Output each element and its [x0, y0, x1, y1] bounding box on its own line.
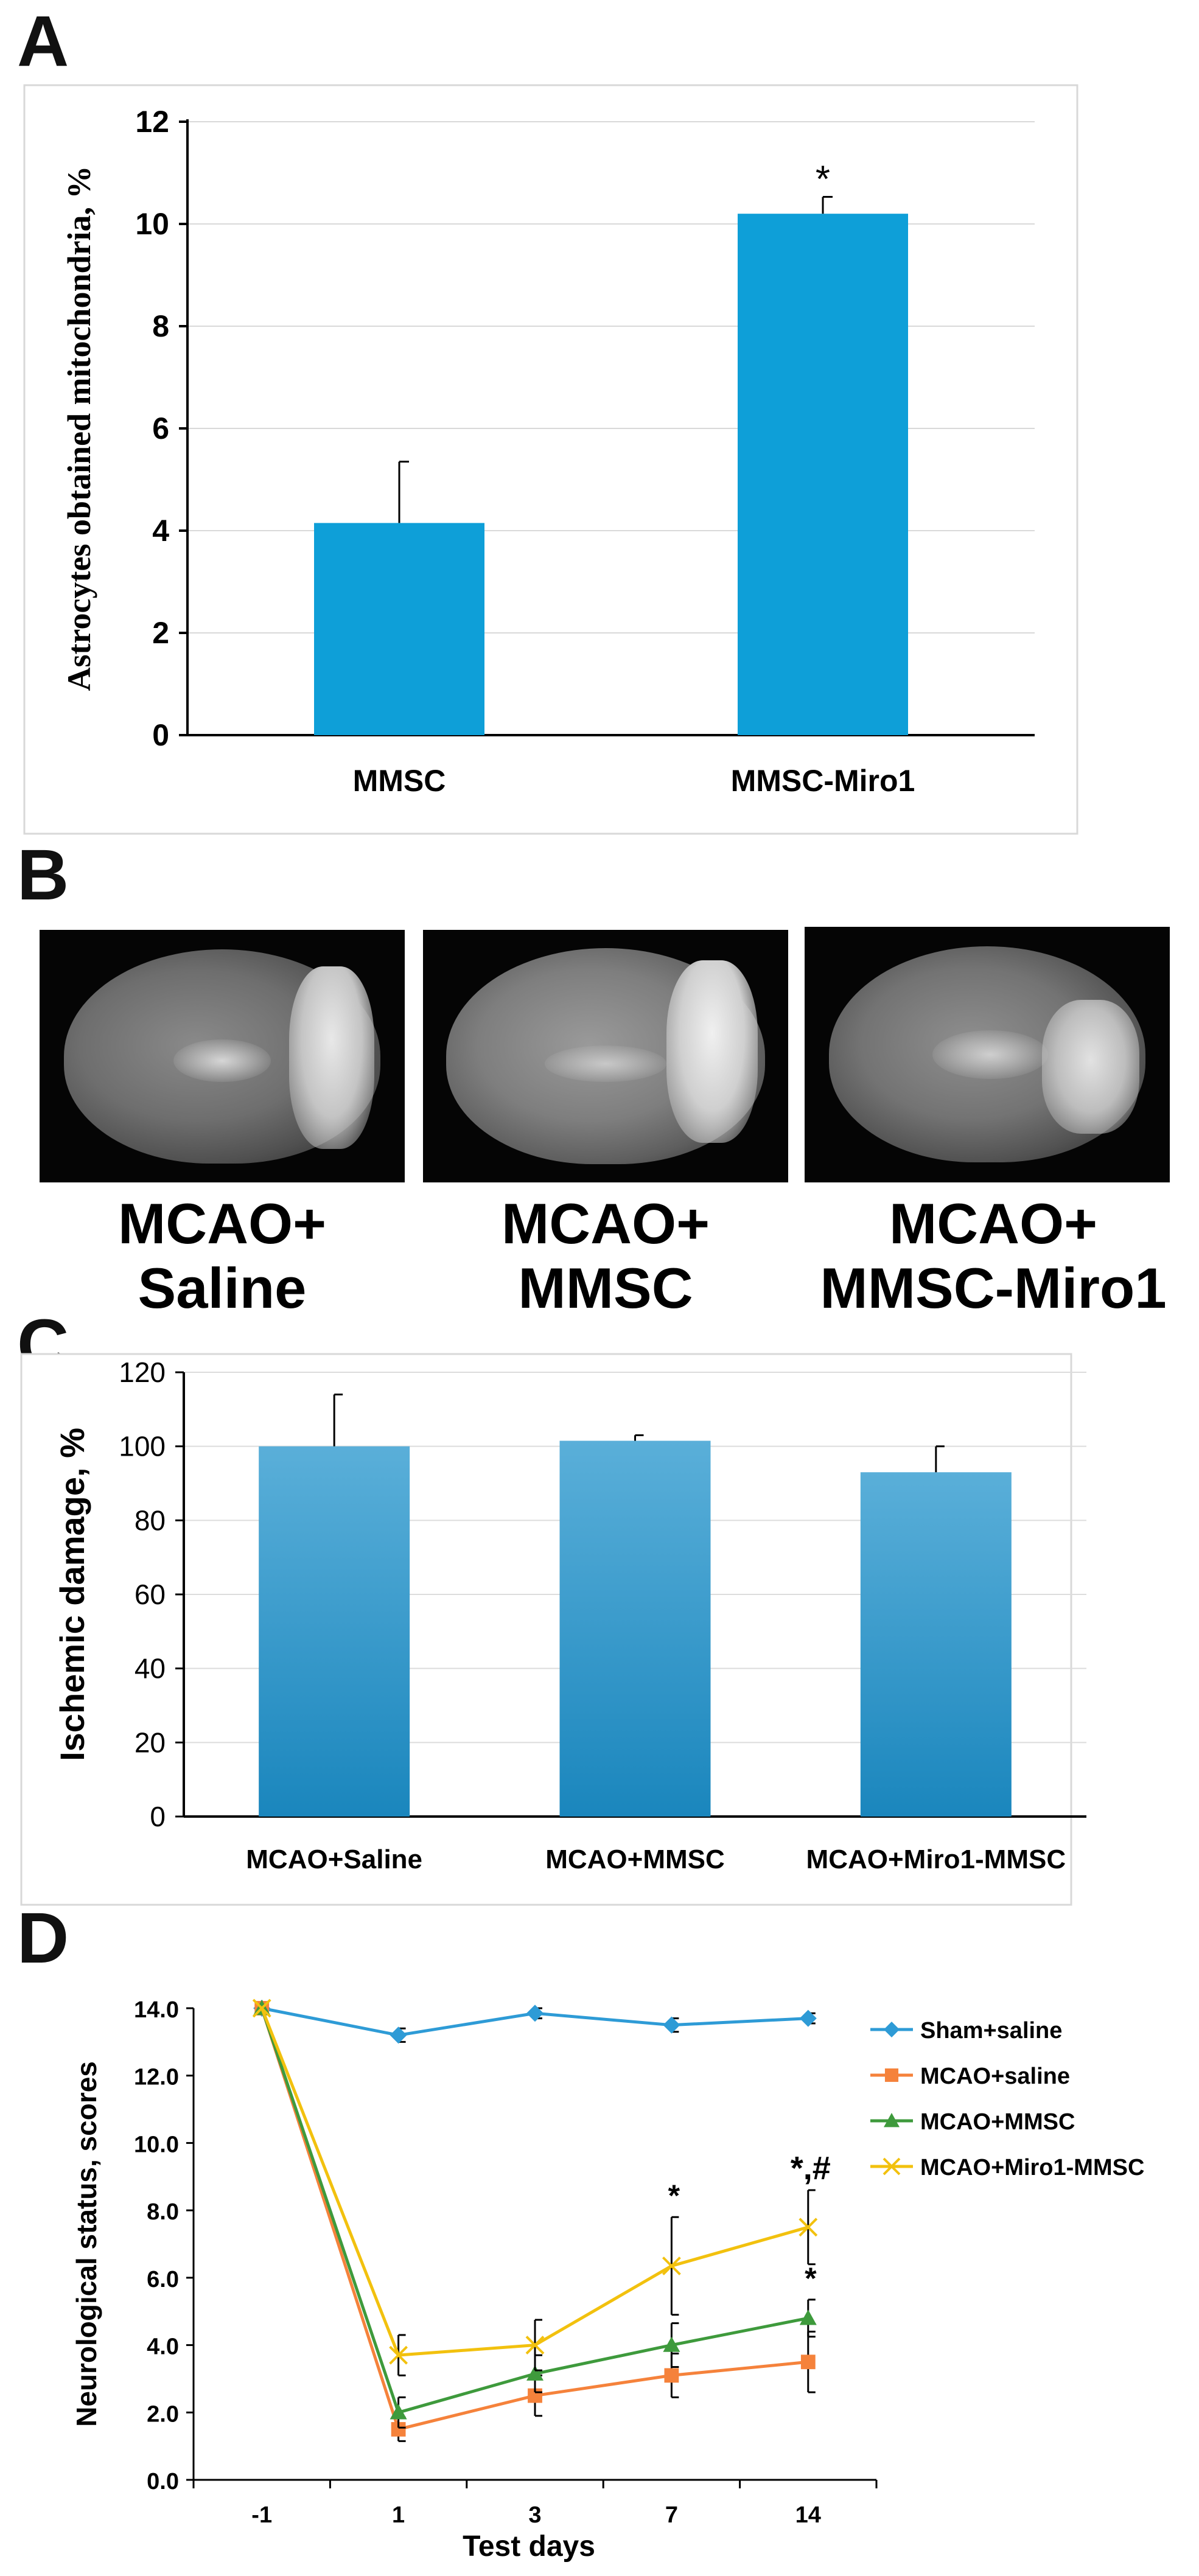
data-point-mcao-miro1-mmsc	[389, 2345, 408, 2365]
legend-label-mcao-saline: MCAO+saline	[920, 2064, 1070, 2089]
y-tick-label: 80	[135, 1504, 166, 1536]
legend-label-sham-saline: Sham+saline	[920, 2018, 1062, 2044]
y-tick-label: 10	[135, 207, 169, 241]
caption-mmsc: MCAO+ MMSC	[423, 1192, 788, 1321]
data-point-mcao-mmsc	[799, 2309, 817, 2325]
x-tick-label: MCAO+MMSC	[545, 1845, 725, 1874]
legend-marker-sham-saline	[884, 2022, 900, 2037]
y-tick-label: 12	[135, 105, 169, 139]
significance-marker: *	[668, 2179, 680, 2213]
y-tick-label: 0	[152, 718, 169, 752]
data-point-mcao-miro1-mmsc	[662, 2257, 681, 2275]
y-tick-label: 2	[152, 616, 169, 650]
panel-d-chart: 0.0 2.0 4.0 6.0 8.0 10.0 12.0 14.0 -1 1 3 7 14 Test d…	[71, 1997, 1144, 2563]
data-point-mcao-saline	[391, 2422, 406, 2437]
data-point-mcao-miro1-mmsc	[799, 2218, 818, 2237]
y-tick-label: 4.0	[147, 2334, 179, 2360]
caption-saline-line1: MCAO+	[117, 1192, 327, 1255]
series-mcao-mmsc	[253, 2000, 817, 2429]
bar-mcao+mmsc	[559, 1440, 711, 1817]
x-tick-label: 7	[665, 2502, 678, 2528]
significance-marker: *	[805, 2261, 817, 2295]
data-point-mcao-miro1-mmsc-stroke	[525, 2336, 545, 2354]
legend-marker-mcao-miro1-mmsc-stroke	[883, 2157, 901, 2176]
legend-label-mcao-miro1-mmsc: MCAO+Miro1-MMSC	[920, 2155, 1144, 2180]
caption-miro1-line2: MMSC-Miro1	[820, 1256, 1167, 1320]
y-axis-label: Astrocytes obtained mitochondria, %	[61, 166, 97, 691]
y-tick-label: 100	[119, 1431, 166, 1462]
data-point-mcao-miro1-mmsc-stroke	[389, 2345, 408, 2365]
bar-mcao+saline	[259, 1446, 410, 1817]
mri-image-saline	[40, 930, 405, 1182]
panel-label-a: A	[17, 1, 69, 82]
mri-image-mmsc	[423, 930, 788, 1182]
x-tick-label: MMSC	[353, 764, 446, 798]
x-tick-label: -1	[251, 2502, 272, 2528]
y-axis-label: Ischemic damage, %	[53, 1428, 91, 1761]
x-axis-label: Test days	[463, 2530, 595, 2563]
mri-image-miro1	[805, 927, 1170, 1182]
data-point-mcao-miro1-mmsc	[525, 2336, 545, 2354]
y-tick-label: 0.0	[147, 2469, 179, 2494]
caption-saline: MCAO+ Saline	[40, 1192, 405, 1321]
y-tick-label: 0	[150, 1801, 166, 1832]
data-point-mcao-miro1-mmsc-stroke	[799, 2218, 818, 2237]
series-sham-saline	[253, 2000, 817, 2044]
legend-marker-mcao-mmsc	[884, 2113, 900, 2127]
data-point-mcao-saline	[664, 2368, 679, 2383]
panel-label-b: B	[17, 835, 69, 915]
legend-marker-mcao-saline	[884, 2068, 899, 2082]
data-point-sham-saline	[390, 2026, 407, 2044]
data-point-mcao-miro1-mmsc-stroke	[252, 1998, 271, 2018]
bar-mcao+miro1-mmsc	[860, 1472, 1012, 1817]
legend-marker-mcao-miro1-mmsc	[883, 2157, 901, 2176]
bar-mmsc	[314, 523, 484, 735]
y-tick-label: 120	[119, 1356, 166, 1388]
significance-marker: *,#	[791, 2150, 831, 2187]
caption-miro1: MCAO+ MMSC-Miro1	[805, 1192, 1182, 1321]
x-tick-label: 14	[795, 2502, 821, 2528]
caption-mmsc-line2: MMSC	[518, 1256, 693, 1320]
series-line-mcao-miro1-mmsc	[260, 2008, 809, 2357]
y-tick-label: 6.0	[147, 2267, 179, 2292]
data-point-sham-saline	[799, 2009, 817, 2027]
panel-a-chart: 0 2 4 6 8 10 12 MMSC MMSC-Miro1 * Astrocytes obtai…	[61, 105, 1035, 798]
x-tick-label: 3	[528, 2502, 541, 2528]
y-tick-label: 12.0	[134, 2065, 179, 2090]
data-point-mcao-mmsc	[390, 2404, 407, 2420]
panel-label-d: D	[17, 1898, 69, 1978]
x-tick-label: MMSC-Miro1	[731, 764, 915, 798]
significance-marker: *	[816, 158, 830, 200]
caption-mmsc-line1: MCAO+	[501, 1192, 710, 1255]
panel-c-chart: 0 20 40 60 80 100 120 MCAO+Saline MCAO+MMSC MCAO+…	[53, 1356, 1086, 1874]
bar-mmsc-miro1	[738, 214, 908, 735]
y-tick-label: 60	[135, 1579, 166, 1610]
y-tick-label: 2.0	[147, 2401, 179, 2427]
y-tick-label: 20	[135, 1726, 166, 1758]
y-tick-label: 10.0	[134, 2132, 179, 2157]
data-point-mcao-saline	[800, 2354, 816, 2370]
data-point-mcao-miro1-mmsc	[252, 1998, 271, 2018]
y-tick-label: 6	[152, 411, 169, 445]
data-point-sham-saline	[526, 2005, 544, 2022]
series-mcao-miro1-mmsc	[252, 1998, 818, 2376]
y-tick-label: 8	[152, 309, 169, 343]
panel-a-frame	[23, 84, 1078, 835]
x-tick-label: 1	[392, 2502, 405, 2528]
data-point-mcao-miro1-mmsc-stroke	[662, 2257, 681, 2275]
y-tick-label: 8.0	[147, 2199, 179, 2225]
y-tick-label: 4	[152, 514, 169, 548]
caption-saline-line2: Saline	[138, 1256, 307, 1320]
x-tick-label: MCAO+Saline	[246, 1845, 422, 1874]
y-tick-label: 40	[135, 1653, 166, 1684]
data-point-mcao-mmsc	[663, 2336, 680, 2352]
legend-label-mcao-mmsc: MCAO+MMSC	[920, 2109, 1075, 2135]
data-point-mcao-mmsc	[526, 2365, 544, 2381]
y-axis-label: Neurological status, scores	[71, 2061, 102, 2427]
x-tick-label: MCAO+Miro1-MMSC	[806, 1845, 1066, 1874]
data-point-sham-saline	[663, 2016, 680, 2034]
y-tick-label: 14.0	[134, 1997, 179, 2023]
caption-miro1-line1: MCAO+	[889, 1192, 1098, 1255]
